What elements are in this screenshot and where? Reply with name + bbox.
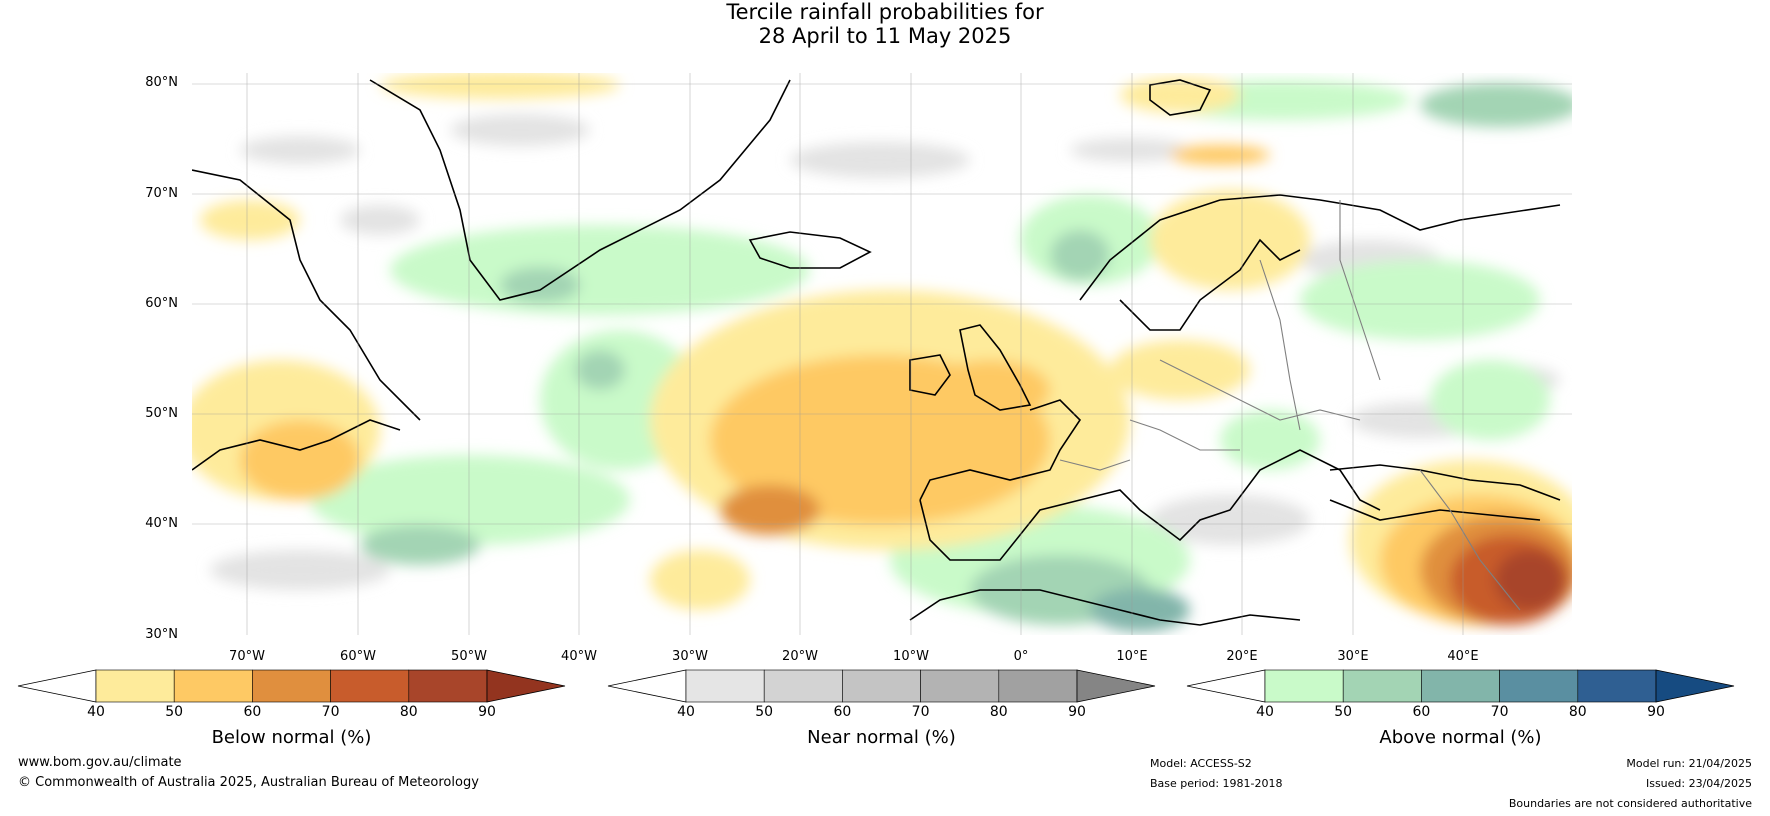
lon-label-20e: 20°E [1226,649,1258,664]
colorbar-0-segment-1 [173,669,253,703]
colorbar-2-segment-3 [1499,669,1579,703]
colorbar-2-tick-90: 90 [1647,704,1665,720]
model-run-text: Model run: 21/04/2025 [1626,757,1752,770]
colorbar-1-segment-2 [842,669,921,703]
colorbar-2-high-arrow [1655,669,1735,703]
title-line-1: Tercile rainfall probabilities for [726,0,1044,24]
colorbar-1-segment-1 [763,669,843,703]
colorbar-1-segment-0 [685,669,765,703]
colorbar-0-high-arrow [486,669,566,703]
colorbar-2-segment-2 [1421,669,1500,703]
colorbar-1-low-arrow [607,669,687,703]
lon-label-40e: 40°E [1447,649,1479,664]
lon-label-10e: 10°E [1116,649,1148,664]
colorbar-2-tick-80: 80 [1568,704,1587,720]
lat-label-60n: 60°N [145,296,178,311]
lat-label-50n: 50°N [145,406,178,421]
colorbar-2-tick-40: 40 [1256,704,1274,720]
title-line-2: 28 April to 11 May 2025 [758,24,1012,48]
colorbar-1-segment-3 [920,669,1000,703]
colorbar-1-tick-80: 80 [989,704,1008,720]
lon-label-40w: 40°W [561,649,597,664]
base-period-text: Base period: 1981-2018 [1150,777,1283,790]
colorbar-1-segment-4 [998,669,1078,703]
colorbar-2-title: Above normal (%) [1379,727,1542,748]
colorbar-0-tick-50: 50 [165,704,184,720]
boundaries [1059,200,1521,611]
lat-label-80n: 80°N [145,75,178,90]
issued-text: Issued: 23/04/2025 [1645,777,1752,790]
graticule [192,73,1572,635]
colorbar-2-tick-60: 60 [1412,704,1431,720]
lat-label-30n: 30°N [145,627,178,642]
colorbar-2-low-arrow [1186,669,1266,703]
colorbars [17,669,1735,703]
colorbar-0-tick-80: 80 [399,704,418,720]
lon-label-30w: 30°W [672,649,708,664]
lon-label-30e: 30°E [1337,649,1369,664]
colorbar-2-tick-70: 70 [1490,704,1509,720]
website-text: www.bom.gov.au/climate [18,755,182,770]
colorbar-0-segment-0 [95,669,175,703]
lon-label-0: 0° [1013,649,1029,664]
lon-label-70w: 70°W [229,649,265,664]
colorbar-1-tick-40: 40 [677,704,695,720]
model-text: Model: ACCESS-S2 [1150,757,1252,770]
colorbar-0-segment-2 [252,669,331,703]
lon-label-10w: 10°W [893,649,929,664]
colorbar-0-tick-60: 60 [243,704,262,720]
colorbar-1-title: Near normal (%) [807,727,956,748]
colorbar-0-segment-3 [330,669,410,703]
colorbar-0-tick-40: 40 [87,704,105,720]
lat-label-40n: 40°N [145,516,178,531]
colorbar-1-tick-60: 60 [833,704,852,720]
colorbar-0-low-arrow [17,669,97,703]
colorbar-2-segment-1 [1342,669,1422,703]
lat-label-70n: 70°N [145,186,178,201]
colorbar-0-title: Below normal (%) [211,727,372,748]
colorbar-2-tick-50: 50 [1334,704,1353,720]
coastlines [192,79,1561,626]
disclaimer-text: Boundaries are not considered authoritat… [1508,797,1752,810]
lon-label-20w: 20°W [782,649,818,664]
lon-label-60w: 60°W [340,649,376,664]
colorbar-0-tick-70: 70 [321,704,340,720]
colorbar-1-high-arrow [1076,669,1156,703]
colorbar-0-tick-90: 90 [478,704,496,720]
colorbar-1-tick-70: 70 [911,704,930,720]
colorbar-0-segment-4 [408,669,488,703]
colorbar-1-tick-50: 50 [755,704,774,720]
lon-label-50w: 50°W [451,649,487,664]
copyright-text: © Commonwealth of Australia 2025, Austra… [18,775,479,790]
map-title: Tercile rainfall probabilities for 28 Ap… [0,0,1770,48]
colorbar-2-segment-0 [1264,669,1344,703]
colorbar-1-tick-90: 90 [1068,704,1086,720]
colorbar-2-segment-4 [1577,669,1657,703]
